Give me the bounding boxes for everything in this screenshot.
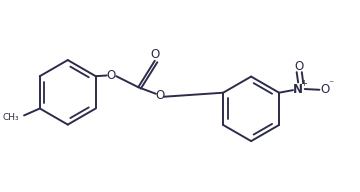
Text: O: O [155,89,164,102]
Text: CH₃: CH₃ [2,113,19,122]
Text: +: + [300,79,307,88]
Text: O: O [150,48,159,61]
Text: O: O [320,83,329,96]
Text: O: O [294,60,304,73]
Text: N: N [293,83,303,96]
Text: ⁻: ⁻ [328,79,333,89]
Text: O: O [107,69,116,82]
